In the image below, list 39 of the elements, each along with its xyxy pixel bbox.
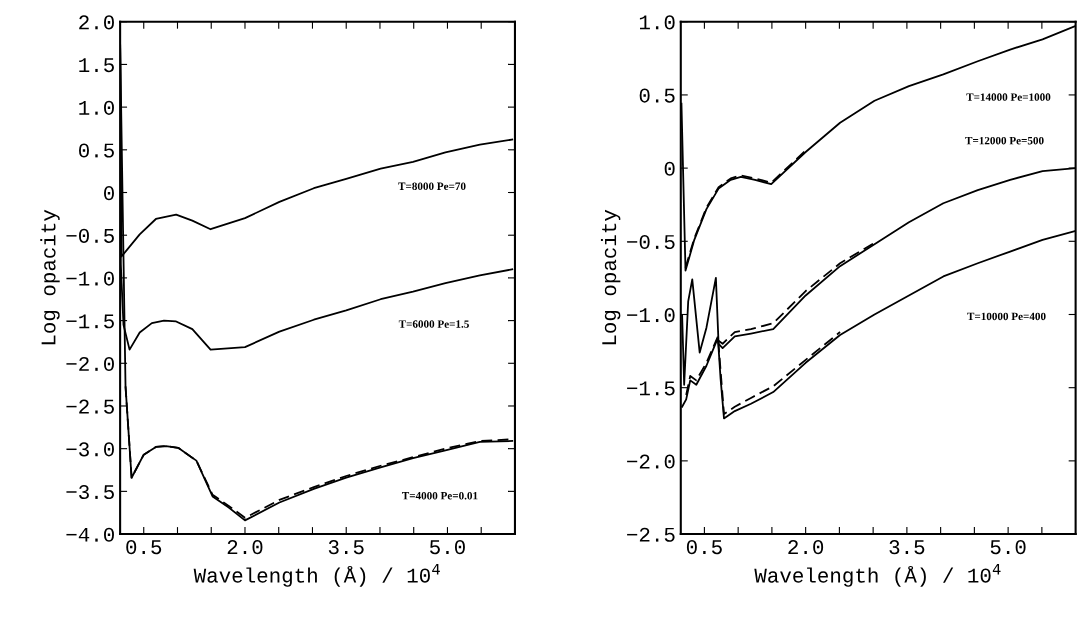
y-tick-label: 2.0 <box>79 15 114 30</box>
y-tick-label: 1.5 <box>79 58 114 73</box>
annotation: T=12000 Pe=500 <box>965 136 1044 145</box>
y-tick-label: 0.5 <box>639 88 675 103</box>
annotation: T=4000 Pe=0.01 <box>401 491 478 500</box>
y-tick-label: −2.0 <box>66 356 114 372</box>
y-axis-title: Log opacity <box>600 209 621 345</box>
x-axis-title: Wavelength (Å) / 10$^{4}$ <box>193 563 440 587</box>
x-tick-label: 0.5 <box>686 540 722 555</box>
y-tick-label: −3.0 <box>66 442 114 457</box>
y-tick-label: −4.0 <box>66 527 114 542</box>
y-tick-label: 1.0 <box>639 15 675 30</box>
y-tick-label: 0 <box>104 186 114 201</box>
annotation: T=10000 Pe=400 <box>967 312 1046 321</box>
x-axis-title: Wavelength (Å) / 10$^{4}$ <box>754 563 1001 587</box>
y-tick-label: 0.5 <box>79 143 114 158</box>
annotation: T=6000 Pe=1.5 <box>398 320 469 328</box>
x-tick-label: 3.5 <box>328 540 364 555</box>
y-axis-title: Log opacity <box>40 209 60 345</box>
annotation: T=8000 Pe=70 <box>398 182 466 190</box>
x-tick-label: 5.0 <box>990 540 1026 555</box>
annotation: T=14000 Pe=1000 <box>966 93 1051 101</box>
x-tick-label: 5.0 <box>430 540 465 555</box>
y-tick-label: −2.5 <box>66 399 114 414</box>
y-tick-label: −0.5 <box>627 234 675 250</box>
y-tick-label: −1.0 <box>627 308 675 323</box>
x-tick-label: 0.5 <box>126 540 162 555</box>
y-tick-label: −1.5 <box>627 381 675 396</box>
x-tick-label: 2.0 <box>788 540 824 555</box>
y-tick-label: −1.0 <box>66 271 114 286</box>
y-tick-label: −1.5 <box>66 314 114 329</box>
y-tick-label: −3.5 <box>66 484 114 500</box>
y-tick-label: 0 <box>664 161 675 176</box>
x-tick-label: 3.5 <box>889 540 925 555</box>
x-tick-label: 2.0 <box>227 540 263 555</box>
y-tick-label: 1.0 <box>79 100 114 115</box>
y-tick-label: −2.0 <box>627 454 675 469</box>
y-tick-label: −2.5 <box>627 527 675 542</box>
y-tick-label: −0.5 <box>66 228 114 243</box>
